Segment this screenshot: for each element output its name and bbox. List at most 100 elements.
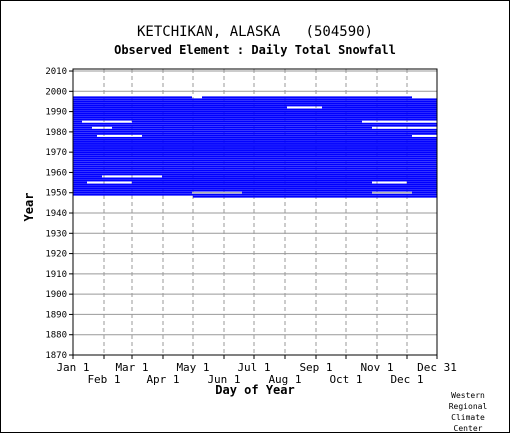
x-axis-ticks: Jan 1 Mar 1 May 1 Jul 1 Sep 1 Nov 1 Dec 31 Feb … — [56, 355, 457, 386]
data-bar — [142, 134, 412, 137]
plot-area-border — [72, 68, 438, 356]
x-tick-label: Nov 1 — [360, 361, 393, 374]
chart-subtitle: Observed Element : Daily Total Snowfall — [114, 43, 396, 57]
x-tick-label: Aug 1 — [268, 373, 301, 386]
data-bar — [73, 149, 437, 151]
data-bar — [73, 189, 437, 192]
chart-title: KETCHIKAN, ALASKA (504590) — [136, 24, 373, 40]
x-axis-label: Day of Year — [215, 383, 294, 397]
data-bar — [73, 114, 437, 117]
data-bar — [73, 116, 437, 119]
data-bar — [73, 193, 437, 196]
y-tick-label: 1930 — [45, 229, 67, 239]
data-bar — [73, 134, 97, 137]
data-bar — [73, 118, 437, 121]
credit-line: Regional — [448, 402, 488, 411]
x-tick-label: Mar 1 — [115, 361, 148, 374]
data-bar — [73, 143, 437, 145]
data-bar — [73, 165, 437, 168]
data-bars — [73, 96, 437, 198]
data-bar — [73, 124, 437, 127]
credit-line: Western — [451, 391, 485, 400]
data-bar — [73, 167, 437, 170]
y-tick-label: 1890 — [45, 310, 67, 320]
data-bar — [73, 181, 87, 184]
x-tick-label: Oct 1 — [329, 373, 362, 386]
y-axis-label: Year — [22, 193, 36, 222]
y-tick-label: 2000 — [45, 87, 67, 97]
data-bar — [73, 102, 437, 105]
data-bar — [73, 141, 437, 143]
x-tick-label: Dec 31 — [417, 361, 457, 374]
data-bar — [73, 112, 437, 115]
data-bar — [73, 161, 437, 164]
y-tick-label: 1940 — [45, 209, 67, 219]
y-tick-label: 1980 — [45, 128, 67, 138]
x-tick-label: Apr 1 — [146, 373, 179, 386]
x-tick-label: Jul 1 — [237, 361, 270, 374]
data-bar — [73, 155, 437, 158]
data-bar — [73, 191, 192, 194]
x-tick-label: Jun 1 — [207, 373, 240, 386]
credit-line: Center — [453, 424, 483, 433]
y-tick-label: 1960 — [45, 168, 67, 178]
data-bar — [73, 153, 437, 156]
y-tick-label: 1950 — [45, 189, 67, 199]
data-bar — [73, 169, 437, 172]
data-bar — [73, 171, 437, 174]
x-tick-label: Feb 1 — [87, 373, 120, 386]
x-tick-label: Sep 1 — [299, 361, 332, 374]
data-bar — [73, 177, 437, 180]
wrcc-credit: Western Regional Climate Center — [438, 390, 498, 434]
data-bar — [73, 173, 437, 176]
y-tick-label: 2010 — [45, 67, 67, 77]
y-tick-label: 1900 — [45, 290, 67, 300]
data-bar — [73, 110, 437, 113]
data-bar — [73, 130, 437, 133]
data-bar — [73, 157, 437, 160]
data-bar — [73, 104, 437, 107]
credit-line: Climate — [451, 413, 485, 422]
data-bar — [322, 106, 437, 109]
data-bar — [132, 120, 362, 123]
y-tick-label: 1970 — [45, 148, 67, 158]
data-bar — [73, 151, 437, 154]
data-bar — [73, 120, 82, 123]
x-tick-label: Dec 1 — [390, 373, 423, 386]
data-bar — [73, 136, 437, 139]
data-bar — [73, 138, 437, 141]
data-bar — [73, 185, 437, 188]
data-bar — [73, 96, 192, 99]
data-bar — [73, 187, 437, 190]
data-bar — [73, 175, 102, 178]
data-bar — [73, 159, 437, 162]
data-bar — [73, 126, 92, 129]
y-tick-label: 1910 — [45, 270, 67, 280]
data-bar — [412, 191, 437, 194]
data-bar — [132, 181, 372, 184]
data-bar — [73, 128, 437, 131]
data-bar — [73, 132, 437, 135]
data-bar — [112, 126, 372, 129]
data-bar — [73, 147, 437, 149]
data-bar — [162, 175, 437, 178]
data-bar — [73, 183, 437, 186]
y-tick-label: 1880 — [45, 331, 67, 341]
data-bar — [242, 191, 372, 194]
data-bar — [407, 181, 437, 184]
data-bar — [73, 98, 437, 101]
data-bar — [73, 163, 437, 166]
y-tick-label: 1920 — [45, 250, 67, 260]
data-bar — [73, 122, 437, 125]
y-axis-ticks: 1870 1880 1890 1900 1910 1920 1930 1940 1950 1960… — [45, 67, 73, 361]
data-bar — [202, 96, 412, 99]
y-tick-label: 1870 — [45, 351, 67, 361]
data-bar — [73, 106, 287, 109]
data-bar — [73, 145, 437, 147]
data-bar — [73, 108, 437, 111]
x-tick-label: May 1 — [176, 361, 209, 374]
data-bar — [73, 179, 437, 182]
data-bar — [193, 195, 437, 198]
